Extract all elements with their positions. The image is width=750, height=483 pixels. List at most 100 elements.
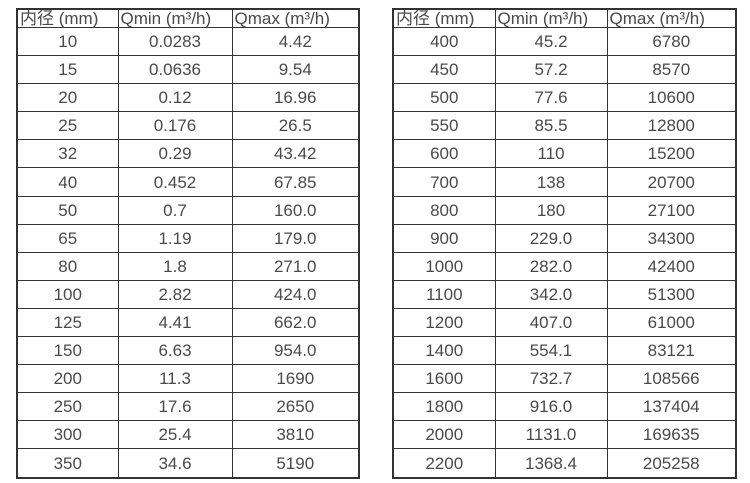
table-cell: 0.12 bbox=[117, 83, 233, 113]
table-row: 1100 342.0 51300 bbox=[392, 279, 737, 309]
table-cell: 0.0283 bbox=[117, 26, 233, 57]
table-header-row: 内径 (mm) Qmin (m³/h) Qmax (m³/h) bbox=[392, 8, 737, 28]
table-cell: 2000 bbox=[392, 420, 496, 450]
flow-rate-table-small-diameter: 内径 (mm) Qmin (m³/h) Qmax (m³/h) 10 0.0283 4.… bbox=[16, 8, 360, 479]
table-header-cell: Qmax (m³/h) bbox=[231, 8, 360, 28]
table-cell: 150 bbox=[16, 336, 119, 366]
table-header-cell: Qmax (m³/h) bbox=[606, 8, 737, 28]
table-cell: 85.5 bbox=[494, 111, 608, 141]
table-cell: 16.96 bbox=[231, 83, 360, 113]
table-cell: 11.3 bbox=[117, 364, 233, 394]
table-cell: 6.63 bbox=[117, 336, 233, 366]
table-cell: 1100 bbox=[392, 279, 496, 309]
table-cell: 900 bbox=[392, 223, 496, 253]
table-cell: 0.0636 bbox=[117, 55, 233, 85]
table-cell: 179.0 bbox=[231, 223, 360, 253]
table-row: 900 229.0 34300 bbox=[392, 223, 737, 253]
table-cell: 500 bbox=[392, 83, 496, 113]
table-cell: 100 bbox=[16, 279, 119, 309]
table-cell: 1.8 bbox=[117, 251, 233, 281]
table-cell: 554.1 bbox=[494, 336, 608, 366]
table-header-cell: 内径 (mm) bbox=[392, 8, 496, 28]
table-cell: 108566 bbox=[606, 364, 737, 394]
table-cell: 32 bbox=[16, 139, 119, 169]
table-row: 550 85.5 12800 bbox=[392, 111, 737, 141]
table-row: 125 4.41 662.0 bbox=[16, 307, 360, 338]
table-cell: 1.19 bbox=[117, 223, 233, 253]
table-cell: 1131.0 bbox=[494, 420, 608, 450]
table-cell: 916.0 bbox=[494, 392, 608, 422]
table-row: 400 45.2 6780 bbox=[392, 26, 737, 57]
table-row: 200 11.3 1690 bbox=[16, 364, 360, 394]
table-header-cell: Qmin (m³/h) bbox=[117, 8, 233, 28]
table-cell: 42400 bbox=[606, 251, 737, 281]
table-row: 32 0.29 43.42 bbox=[16, 139, 360, 169]
table-cell: 2650 bbox=[231, 392, 360, 422]
table-row: 1600 732.7 108566 bbox=[392, 364, 737, 394]
table-cell: 2200 bbox=[392, 448, 496, 479]
table-cell: 15 bbox=[16, 55, 119, 85]
table-cell: 77.6 bbox=[494, 83, 608, 113]
table-cell: 27100 bbox=[606, 195, 737, 225]
table-cell: 57.2 bbox=[494, 55, 608, 85]
table-cell: 400 bbox=[392, 26, 496, 57]
table-cell: 50 bbox=[16, 195, 119, 225]
table-cell: 342.0 bbox=[494, 279, 608, 309]
table-cell: 350 bbox=[16, 448, 119, 479]
table-cell: 0.176 bbox=[117, 111, 233, 141]
table-row: 80 1.8 271.0 bbox=[16, 251, 360, 281]
table-cell: 954.0 bbox=[231, 336, 360, 366]
table-cell: 2.82 bbox=[117, 279, 233, 309]
table-cell: 12800 bbox=[606, 111, 737, 141]
table-cell: 17.6 bbox=[117, 392, 233, 422]
table-row: 1000 282.0 42400 bbox=[392, 251, 737, 281]
table-cell: 450 bbox=[392, 55, 496, 85]
table-cell: 15200 bbox=[606, 139, 737, 169]
table-cell: 0.452 bbox=[117, 167, 233, 197]
table-cell: 83121 bbox=[606, 336, 737, 366]
table-cell: 34.6 bbox=[117, 448, 233, 479]
table-cell: 180 bbox=[494, 195, 608, 225]
table-cell: 0.29 bbox=[117, 139, 233, 169]
table-cell: 250 bbox=[16, 392, 119, 422]
table-cell: 4.41 bbox=[117, 307, 233, 338]
table-row: 15 0.0636 9.54 bbox=[16, 55, 360, 85]
table-row: 2200 1368.4 205258 bbox=[392, 448, 737, 479]
table-row: 20 0.12 16.96 bbox=[16, 83, 360, 113]
table-cell: 1368.4 bbox=[494, 448, 608, 479]
table-cell: 9.54 bbox=[231, 55, 360, 85]
table-row: 700 138 20700 bbox=[392, 167, 737, 197]
table-cell: 5190 bbox=[231, 448, 360, 479]
table-cell: 40 bbox=[16, 167, 119, 197]
table-cell: 732.7 bbox=[494, 364, 608, 394]
table-cell: 662.0 bbox=[231, 307, 360, 338]
table-cell: 10600 bbox=[606, 83, 737, 113]
table-cell: 0.7 bbox=[117, 195, 233, 225]
table-cell: 125 bbox=[16, 307, 119, 338]
table-cell: 110 bbox=[494, 139, 608, 169]
table-cell: 300 bbox=[16, 420, 119, 450]
table-row: 1800 916.0 137404 bbox=[392, 392, 737, 422]
table-header-cell: Qmin (m³/h) bbox=[494, 8, 608, 28]
table-cell: 160.0 bbox=[231, 195, 360, 225]
table-row: 100 2.82 424.0 bbox=[16, 279, 360, 309]
table-cell: 600 bbox=[392, 139, 496, 169]
table-cell: 1200 bbox=[392, 307, 496, 338]
table-row: 40 0.452 67.85 bbox=[16, 167, 360, 197]
table-cell: 45.2 bbox=[494, 26, 608, 57]
table-row: 10 0.0283 4.42 bbox=[16, 26, 360, 57]
table-cell: 8570 bbox=[606, 55, 737, 85]
table-row: 500 77.6 10600 bbox=[392, 83, 737, 113]
table-cell: 51300 bbox=[606, 279, 737, 309]
table-cell: 1400 bbox=[392, 336, 496, 366]
table-row: 1400 554.1 83121 bbox=[392, 336, 737, 366]
table-cell: 138 bbox=[494, 167, 608, 197]
table-cell: 1600 bbox=[392, 364, 496, 394]
table-cell: 20700 bbox=[606, 167, 737, 197]
table-cell: 34300 bbox=[606, 223, 737, 253]
table-row: 350 34.6 5190 bbox=[16, 448, 360, 479]
table-cell: 424.0 bbox=[231, 279, 360, 309]
table-cell: 65 bbox=[16, 223, 119, 253]
table-cell: 700 bbox=[392, 167, 496, 197]
